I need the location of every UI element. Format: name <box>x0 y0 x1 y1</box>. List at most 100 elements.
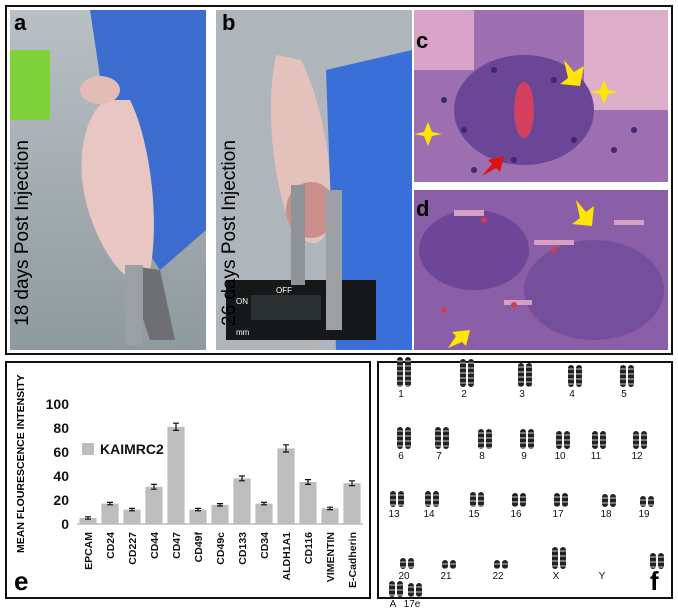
chromosome <box>633 431 639 449</box>
panel-b-caption: 26 days Post Injection <box>219 140 240 326</box>
x-tick-label: CD133 <box>237 532 249 565</box>
tissue-section-d-image <box>414 190 668 350</box>
caliper-on-label: ON <box>236 297 248 306</box>
mouse-26-days-image: OFF ON mm <box>216 10 412 350</box>
chromosome-pair-16 <box>512 493 526 507</box>
panel-f-letter: f <box>650 566 659 596</box>
x-tick-label: VIMENTIN <box>325 532 337 582</box>
chromosome-pair-2 <box>460 359 474 387</box>
bar-chart: 0 20 40 60 80 100 EPCAM CD24 CD227 CD44 CD47 CD49f… <box>46 396 363 588</box>
chromosome-label: 18 <box>600 509 612 520</box>
red-arrow-icon <box>482 156 504 176</box>
chromosome <box>526 363 532 387</box>
chromosome <box>518 363 524 387</box>
tissue-section-c-image <box>414 10 668 182</box>
bar-cd116 <box>299 482 317 524</box>
y-tick-label: 20 <box>53 492 69 508</box>
chromosome <box>443 427 449 449</box>
chromosome <box>397 357 403 387</box>
panel-e-frame <box>5 361 371 599</box>
yellow-arrow-icon <box>560 60 584 86</box>
chromosome <box>592 431 598 449</box>
chromosome-pair-11 <box>592 431 606 449</box>
legend-swatch <box>82 443 94 455</box>
x-tick-label: CD24 <box>105 532 117 559</box>
chromosome-pair-6 <box>397 427 411 449</box>
x-tick-label: CD49f <box>193 531 205 562</box>
legend: KAIMRC2 <box>82 441 164 457</box>
chromosome-label: 2 <box>461 389 467 400</box>
yellow-star-icon <box>414 122 442 146</box>
chromosome <box>478 429 484 449</box>
chromosome <box>486 429 492 449</box>
chromosome-label: 3 <box>519 389 525 400</box>
chromosome <box>460 359 466 387</box>
chromosome-pair-8 <box>478 429 492 449</box>
chromosome-label: 13 <box>388 509 400 520</box>
chromosome <box>602 494 608 507</box>
panel-e-letter: e <box>14 566 29 596</box>
chromosome-label: Y <box>598 571 606 582</box>
chromosome <box>397 581 403 597</box>
panel-f-frame <box>377 361 673 599</box>
chromosome-label: 14 <box>423 509 435 520</box>
chromosome-pair-9 <box>520 429 534 449</box>
error-bar <box>283 444 289 453</box>
chromosome-pair-12 <box>633 431 647 449</box>
chromosome-pair-14 <box>425 491 439 507</box>
error-bar <box>85 516 91 520</box>
chromosome-label: 1 <box>398 389 404 400</box>
chromosome-pair-4 <box>568 365 582 387</box>
error-bar <box>173 422 179 431</box>
chromosome-pair-17e <box>408 583 422 597</box>
error-bar <box>349 480 355 487</box>
chromosome <box>576 365 582 387</box>
x-tick-label: CD44 <box>149 532 161 559</box>
chromosome <box>416 583 422 597</box>
chromosome <box>568 365 574 387</box>
y-tick-label: 40 <box>53 468 69 484</box>
bar-cd49f <box>189 509 207 524</box>
error-bar <box>129 507 135 512</box>
error-bar <box>217 503 223 507</box>
chromosome-pair-A <box>650 553 664 569</box>
y-tick-label: 60 <box>53 444 69 460</box>
chromosome-pair-22 <box>494 560 508 569</box>
chromosome-label: 15 <box>468 509 480 520</box>
karyotype: 1 2 3 4 5 6 7 8 9 10 11 12 13 14 15 16 17 18 19 20 21 22 X Y A A 1… <box>377 357 673 610</box>
panel-c-histology <box>414 10 668 182</box>
x-tick-label: E-Cadherin <box>347 532 359 588</box>
chromosome <box>610 494 616 507</box>
chromosome <box>442 560 448 569</box>
y-axis-label: MEAN FLOURESCENCE INTENSITY <box>15 374 27 553</box>
chromosome <box>397 427 403 449</box>
chromosome <box>425 491 431 507</box>
chromosome <box>512 493 518 507</box>
bar-cd47 <box>167 426 185 524</box>
chromosome <box>390 491 396 507</box>
bar-cd133 <box>233 478 251 524</box>
chromosome <box>502 560 508 569</box>
chromosome <box>640 496 646 507</box>
chromosome <box>556 431 562 449</box>
chromosome-label: 9 <box>521 451 527 462</box>
error-bar <box>195 507 201 512</box>
y-tick-label: 100 <box>46 396 70 412</box>
chromosome-label: 4 <box>569 389 575 400</box>
bar-epcam <box>79 518 97 524</box>
chromosome <box>400 558 406 569</box>
legend-label: KAIMRC2 <box>100 441 164 457</box>
chromosome <box>560 547 566 569</box>
bar-cd34 <box>255 503 273 524</box>
chromosome-label: 19 <box>638 509 650 520</box>
error-bar <box>305 479 311 485</box>
chromosome-pair-3 <box>518 363 532 387</box>
chromosome <box>552 547 558 569</box>
chromosome <box>405 427 411 449</box>
chromosome <box>628 365 634 387</box>
error-bar <box>261 501 267 506</box>
x-tick-label: CD227 <box>127 532 139 565</box>
error-bar <box>239 475 245 482</box>
chromosome-pair-5 <box>620 365 634 387</box>
mouse-18-days-image <box>10 10 206 350</box>
